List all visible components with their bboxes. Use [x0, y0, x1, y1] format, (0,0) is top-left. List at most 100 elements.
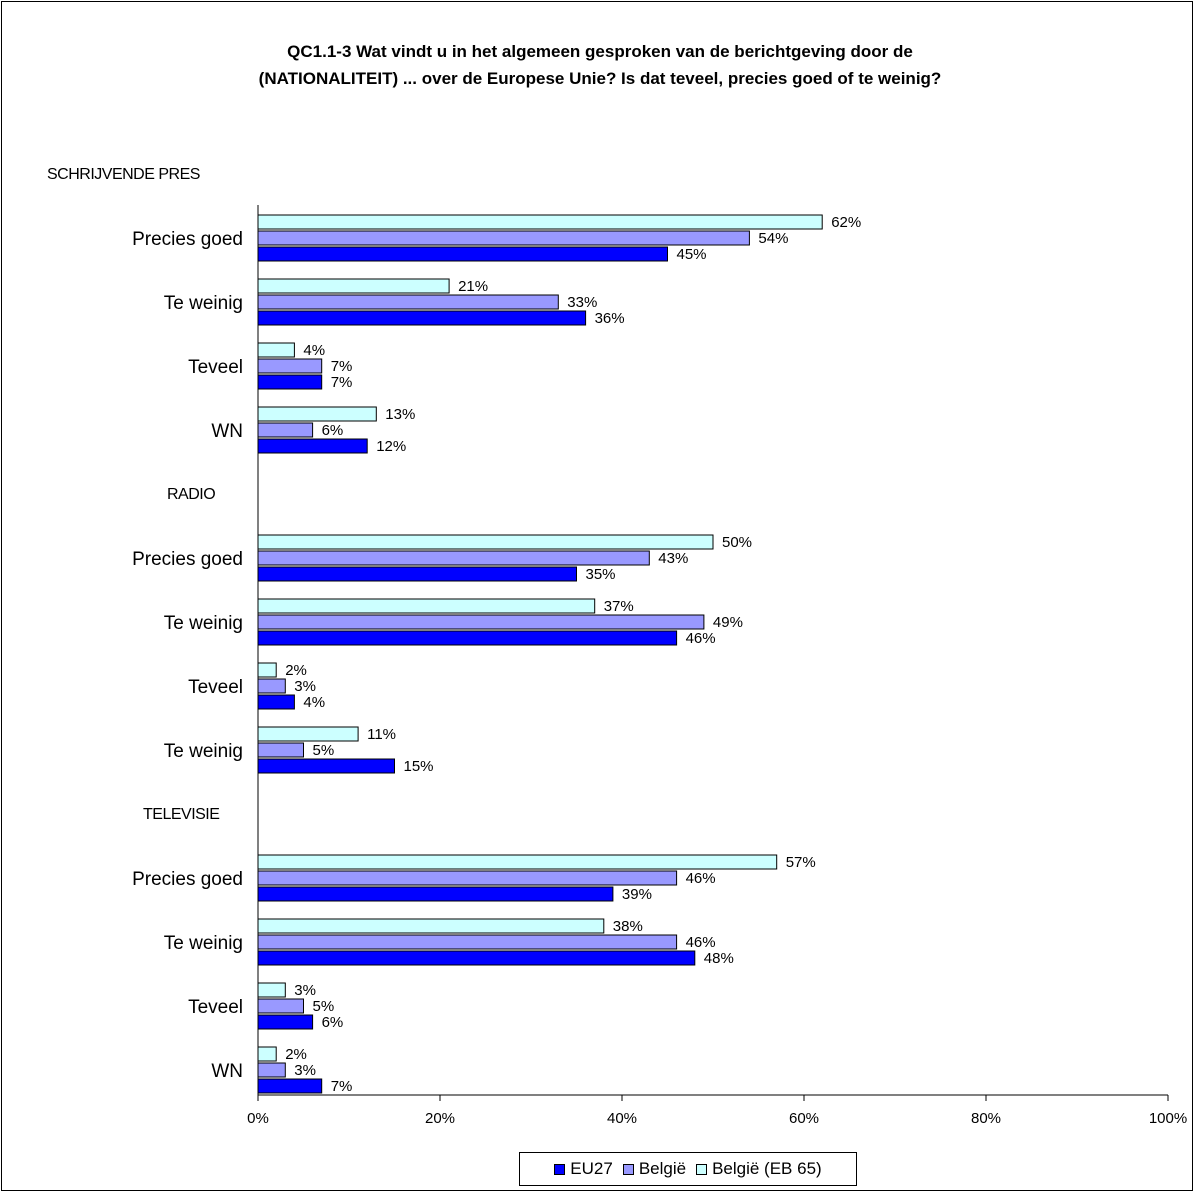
legend-item-belgie-eb65: België (EB 65)	[696, 1159, 822, 1179]
value-label-schrijvende-pres-te-weinig-eu27: 36%	[595, 310, 625, 327]
value-label-schrijvende-pres-te-weinig-belgi: 33%	[567, 294, 597, 311]
bar-televisie-te-weinig-eu27	[257, 950, 696, 966]
value-label-televisie-precies-goed-eu27: 39%	[622, 886, 652, 903]
value-label-televisie-wn-eu27: 7%	[331, 1078, 353, 1095]
bar-radio-te-weinig-eu27	[257, 630, 678, 646]
bar-radio-te-weinig-belgi-eb-65	[257, 598, 596, 614]
x-tick-label-40: 40%	[607, 1110, 637, 1127]
value-label-televisie-precies-goed-belgi: 46%	[686, 870, 716, 887]
legend-item-eu27: EU27	[554, 1159, 613, 1179]
value-label-schrijvende-pres-wn-eu27: 12%	[376, 438, 406, 455]
value-label-televisie-te-weinig-belgi: 46%	[686, 934, 716, 951]
bar-schrijvende-pres-precies-goed-belgi-eb-65	[257, 214, 823, 230]
bar-schrijvende-pres-precies-goed-eu27	[257, 246, 668, 262]
category-label-precies-goed: Precies goed	[132, 229, 243, 250]
category-label-precies-goed: Precies goed	[132, 549, 243, 570]
bar-radio-precies-goed-belgi-eb-65	[257, 534, 714, 550]
bar-radio-precies-goed-eu27	[257, 566, 577, 582]
value-label-radio-te-weinig-belgi-eb-65: 37%	[604, 598, 634, 615]
value-label-radio-precies-goed-belgi: 43%	[658, 550, 688, 567]
bar-televisie-te-weinig-belgi-eb-65	[257, 918, 605, 934]
section-label-radio: RADIO	[167, 486, 215, 503]
bar-radio-precies-goed-belgi	[257, 550, 650, 566]
bar-televisie-teveel-belgi	[257, 998, 304, 1014]
category-label-te-weinig: Te weinig	[164, 613, 243, 634]
category-label-teveel: Teveel	[188, 677, 243, 698]
category-label-wn: WN	[211, 421, 243, 442]
bar-schrijvende-pres-teveel-belgi-eb-65	[257, 342, 295, 358]
category-label-te-weinig: Te weinig	[164, 741, 243, 762]
value-label-schrijvende-pres-te-weinig-belgi-eb-65: 21%	[458, 278, 488, 295]
bar-televisie-wn-belgi-eb-65	[257, 1046, 277, 1062]
value-label-televisie-precies-goed-belgi-eb-65: 57%	[786, 854, 816, 871]
value-label-radio-te-weinig-eu27: 46%	[686, 630, 716, 647]
bar-schrijvende-pres-te-weinig-eu27	[257, 310, 587, 326]
x-tick-label-100: 100%	[1149, 1110, 1187, 1127]
section-label-televisie: TELEVISIE	[143, 806, 219, 823]
x-tick-label-80: 80%	[971, 1110, 1001, 1127]
value-label-schrijvende-pres-wn-belgi-eb-65: 13%	[385, 406, 415, 423]
section-label-schrijvende-pres: SCHRIJVENDE PRES	[47, 166, 200, 183]
bar-schrijvende-pres-teveel-belgi	[257, 358, 323, 374]
value-label-schrijvende-pres-teveel-belgi-eb-65: 4%	[303, 342, 325, 359]
bar-schrijvende-pres-precies-goed-belgi	[257, 230, 750, 246]
x-tick-label-0: 0%	[247, 1110, 269, 1127]
bar-radio-teveel-belgi	[257, 678, 286, 694]
chart-title-line-2: (NATIONALITEIT) ... over de Europese Uni…	[258, 69, 942, 88]
category-label-teveel: Teveel	[188, 357, 243, 378]
value-label-televisie-te-weinig-eu27: 48%	[704, 950, 734, 967]
bar-radio-teveel-belgi-eb-65	[257, 662, 277, 678]
legend: EU27 België België (EB 65)	[519, 1152, 857, 1186]
bar-televisie-te-weinig-belgi	[257, 934, 678, 950]
value-label-radio-precies-goed-eu27: 35%	[586, 566, 616, 583]
value-label-televisie-teveel-belgi-eb-65: 3%	[294, 982, 316, 999]
category-label-precies-goed: Precies goed	[132, 869, 243, 890]
bar-chart: SCHRIJVENDE PRES Precies goed 62% 54% 45% Te …	[47, 166, 1187, 1127]
value-label-radio-te-weinig-belgi: 49%	[713, 614, 743, 631]
value-label-televisie-wn-belgi: 3%	[294, 1062, 316, 1079]
value-label-radio-teveel-belgi: 3%	[294, 678, 316, 695]
value-label-schrijvende-pres-wn-belgi: 6%	[322, 422, 344, 439]
legend-label-belgie: België	[638, 1159, 687, 1178]
bar-schrijvende-pres-wn-eu27	[257, 438, 368, 454]
bar-schrijvende-pres-wn-belgi	[257, 422, 314, 438]
category-label-te-weinig: Te weinig	[164, 293, 243, 314]
value-label-televisie-te-weinig-belgi-eb-65: 38%	[613, 918, 643, 935]
bar-televisie-precies-goed-belgi	[257, 870, 678, 886]
bar-televisie-precies-goed-eu27	[257, 886, 614, 902]
value-label-schrijvende-pres-precies-goed-eu27: 45%	[677, 246, 707, 263]
bar-televisie-precies-goed-belgi-eb-65	[257, 854, 778, 870]
bar-schrijvende-pres-te-weinig-belgi-eb-65	[257, 278, 450, 294]
bar-televisie-teveel-eu27	[257, 1014, 314, 1030]
chart-title: QC1.1-3 Wat vindt u in het algemeen gesp…	[60, 38, 1140, 92]
value-label-radio-te-weinig-belgi-eb-65: 11%	[367, 726, 396, 743]
chart-title-line-1: QC1.1-3 Wat vindt u in het algemeen gesp…	[287, 42, 913, 61]
legend-swatch-belgie-eb65	[696, 1163, 708, 1175]
value-label-televisie-wn-belgi-eb-65: 2%	[285, 1046, 307, 1063]
legend-label-belgie-eb65: België (EB 65)	[712, 1159, 822, 1178]
legend-swatch-belgie	[622, 1163, 634, 1175]
bar-televisie-teveel-belgi-eb-65	[257, 982, 286, 998]
value-label-radio-te-weinig-belgi: 5%	[313, 742, 335, 759]
bar-radio-te-weinig-belgi-eb-65	[257, 726, 359, 742]
value-label-radio-teveel-eu27: 4%	[303, 694, 325, 711]
bar-televisie-wn-belgi	[257, 1062, 286, 1078]
bar-radio-te-weinig-belgi	[257, 742, 304, 758]
x-tick-label-60: 60%	[789, 1110, 819, 1127]
legend-swatch-eu27	[554, 1163, 566, 1175]
value-label-radio-precies-goed-belgi-eb-65: 50%	[722, 534, 752, 551]
legend-item-belgie: België	[622, 1159, 687, 1179]
legend-label-eu27: EU27	[570, 1159, 613, 1178]
value-label-schrijvende-pres-teveel-eu27: 7%	[331, 374, 353, 391]
bar-radio-teveel-eu27	[257, 694, 295, 710]
value-label-schrijvende-pres-teveel-belgi: 7%	[331, 358, 353, 375]
bar-schrijvende-pres-te-weinig-belgi	[257, 294, 559, 310]
value-label-radio-te-weinig-eu27: 15%	[404, 758, 434, 775]
bar-radio-te-weinig-eu27	[257, 758, 395, 774]
value-label-televisie-teveel-belgi: 5%	[313, 998, 335, 1015]
bar-schrijvende-pres-teveel-eu27	[257, 374, 323, 390]
category-label-te-weinig: Te weinig	[164, 933, 243, 954]
category-label-teveel: Teveel	[188, 997, 243, 1018]
value-label-radio-teveel-belgi-eb-65: 2%	[285, 662, 307, 679]
